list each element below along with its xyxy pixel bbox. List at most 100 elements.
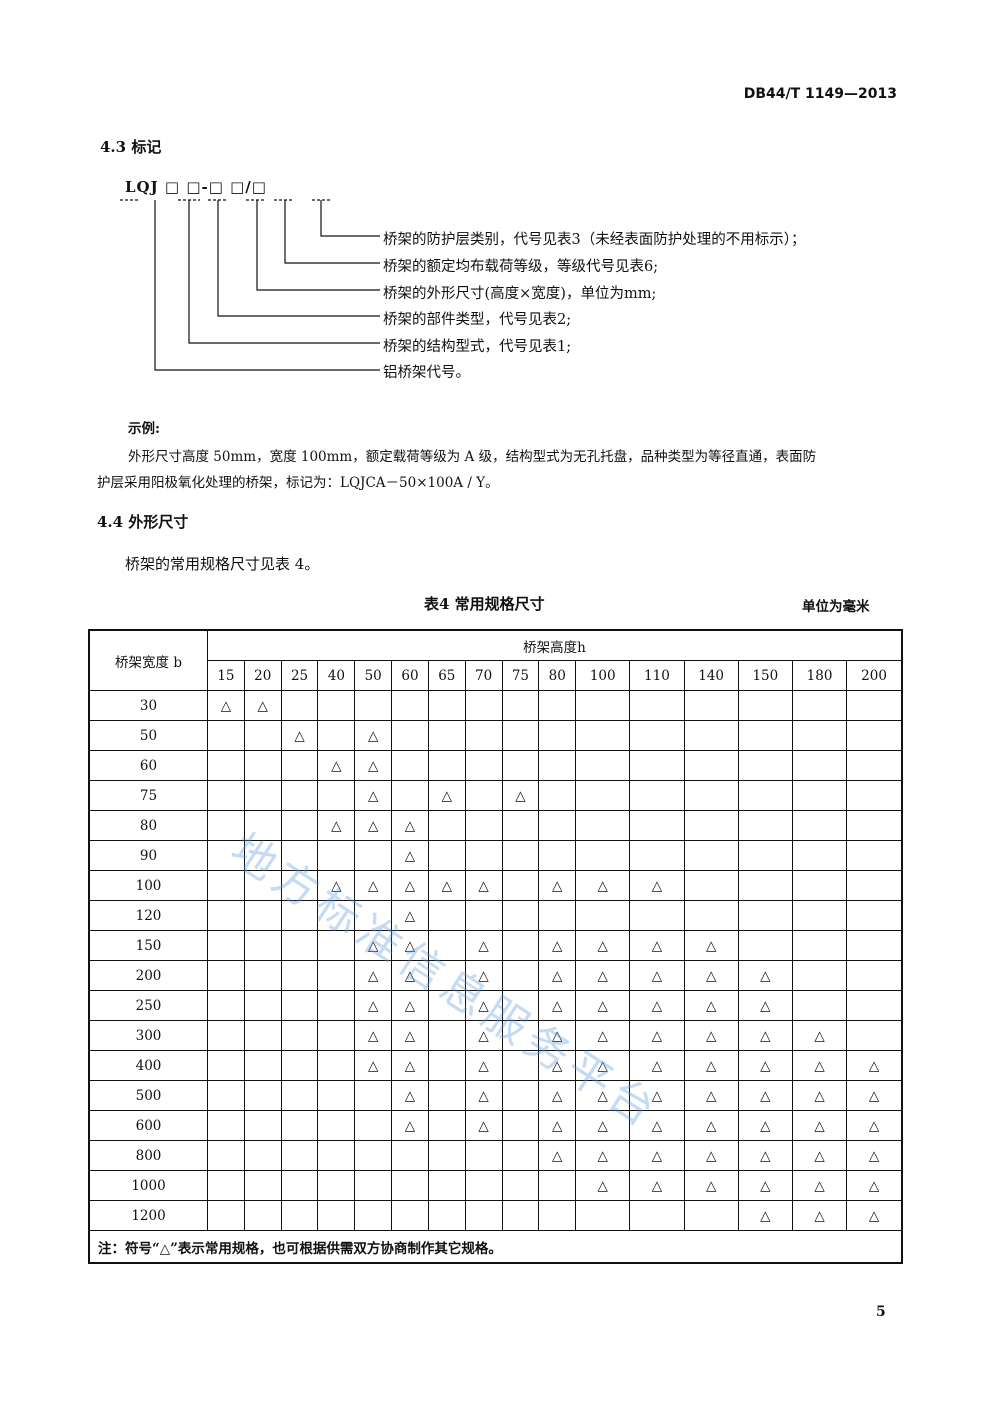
empty-cell bbox=[317, 690, 356, 721]
height-header-cell: 60 bbox=[391, 660, 429, 691]
empty-cell bbox=[791, 930, 848, 961]
empty-cell bbox=[243, 960, 282, 991]
width-cell: 500 bbox=[88, 1080, 208, 1111]
common-spec-mark: △ bbox=[791, 1050, 848, 1081]
common-spec-mark: △ bbox=[575, 1020, 631, 1051]
empty-cell bbox=[243, 720, 282, 751]
empty-cell bbox=[846, 900, 903, 931]
empty-cell bbox=[317, 960, 356, 991]
empty-cell bbox=[791, 960, 848, 991]
table-row: 120 △ bbox=[88, 900, 903, 931]
empty-cell bbox=[280, 1080, 319, 1111]
empty-cell bbox=[354, 690, 393, 721]
empty-cell bbox=[317, 780, 356, 811]
empty-cell bbox=[846, 720, 903, 751]
empty-cell bbox=[280, 840, 319, 871]
empty-cell bbox=[846, 810, 903, 841]
example-text-line1: 外形尺寸高度 50mm，宽度 100mm，额定载荷等级为 A 级，结构型式为无孔… bbox=[128, 449, 817, 465]
empty-cell bbox=[737, 750, 793, 781]
common-spec-mark: △ bbox=[846, 1080, 903, 1111]
empty-cell bbox=[317, 720, 356, 751]
empty-cell bbox=[464, 810, 503, 841]
common-spec-mark: △ bbox=[683, 1080, 739, 1111]
empty-cell bbox=[501, 990, 540, 1021]
empty-cell bbox=[207, 1170, 245, 1201]
table-row: 80 △ △ △ bbox=[88, 810, 903, 841]
common-spec-mark: △ bbox=[629, 930, 685, 961]
empty-cell bbox=[846, 870, 903, 901]
empty-cell bbox=[427, 750, 466, 781]
empty-cell bbox=[391, 1170, 429, 1201]
common-spec-mark: △ bbox=[575, 1170, 631, 1201]
empty-cell bbox=[737, 840, 793, 871]
width-cell: 1200 bbox=[88, 1200, 208, 1231]
common-spec-mark: △ bbox=[737, 1020, 793, 1051]
table-row: 75 △ △ △ bbox=[88, 780, 903, 811]
empty-cell bbox=[207, 720, 245, 751]
empty-cell bbox=[683, 900, 739, 931]
section-heading-4-3: 4.3 标记 bbox=[100, 138, 162, 156]
common-spec-mark: △ bbox=[391, 1080, 429, 1111]
empty-cell bbox=[243, 1170, 282, 1201]
empty-cell bbox=[737, 780, 793, 811]
common-spec-mark: △ bbox=[575, 1050, 631, 1081]
empty-cell bbox=[683, 720, 739, 751]
empty-cell bbox=[464, 1200, 503, 1231]
common-spec-mark: △ bbox=[846, 1170, 903, 1201]
empty-cell bbox=[791, 780, 848, 811]
empty-cell bbox=[629, 900, 685, 931]
empty-cell bbox=[501, 840, 540, 871]
empty-cell bbox=[427, 1020, 466, 1051]
common-spec-mark: △ bbox=[391, 900, 429, 931]
empty-cell bbox=[280, 1200, 319, 1231]
width-cell: 400 bbox=[88, 1050, 208, 1081]
common-spec-mark: △ bbox=[791, 1140, 848, 1171]
empty-cell bbox=[243, 840, 282, 871]
height-header-cell: 25 bbox=[280, 660, 319, 691]
empty-cell bbox=[846, 930, 903, 961]
common-spec-mark: △ bbox=[737, 1140, 793, 1171]
marking-desc-protection: 桥架的防护层类别，代号见表3（未经表面防护处理的不用标示）； bbox=[383, 232, 806, 248]
empty-cell bbox=[427, 1050, 466, 1081]
common-spec-mark: △ bbox=[501, 780, 540, 811]
common-spec-mark: △ bbox=[354, 930, 393, 961]
width-cell: 30 bbox=[88, 690, 208, 721]
common-spec-mark: △ bbox=[846, 1140, 903, 1171]
empty-cell bbox=[629, 810, 685, 841]
table-row: 100 △ △ △ △ △ △ △ △ bbox=[88, 870, 903, 901]
marking-desc-dimensions: 桥架的外形尺寸(高度×宽度)，单位为mm; bbox=[383, 286, 657, 302]
empty-cell bbox=[207, 780, 245, 811]
width-cell: 200 bbox=[88, 960, 208, 991]
empty-cell bbox=[280, 690, 319, 721]
empty-cell bbox=[683, 840, 739, 871]
table-row: 800 △ △ △ △ △ △ △ bbox=[88, 1140, 903, 1171]
common-spec-mark: △ bbox=[354, 810, 393, 841]
empty-cell bbox=[501, 1080, 540, 1111]
empty-cell bbox=[317, 1140, 356, 1171]
empty-cell bbox=[791, 750, 848, 781]
common-spec-mark: △ bbox=[791, 1080, 848, 1111]
empty-cell bbox=[354, 840, 393, 871]
common-spec-mark: △ bbox=[538, 960, 577, 991]
page-number: 5 bbox=[876, 1304, 886, 1320]
empty-cell bbox=[737, 900, 793, 931]
table-row: 400 △ △ △ △ △ △ △ △ △ △ bbox=[88, 1050, 903, 1081]
width-cell: 60 bbox=[88, 750, 208, 781]
empty-cell bbox=[791, 870, 848, 901]
empty-cell bbox=[846, 840, 903, 871]
empty-cell bbox=[501, 900, 540, 931]
common-spec-mark: △ bbox=[354, 990, 393, 1021]
common-spec-mark: △ bbox=[575, 990, 631, 1021]
empty-cell bbox=[538, 780, 577, 811]
common-spec-mark: △ bbox=[575, 960, 631, 991]
empty-cell bbox=[737, 720, 793, 751]
common-spec-mark: △ bbox=[683, 1020, 739, 1051]
marking-code: LQJ □ □-□ □/□ bbox=[125, 178, 267, 196]
empty-cell bbox=[501, 1110, 540, 1141]
height-header-cell: 100 bbox=[575, 660, 631, 691]
empty-cell bbox=[207, 900, 245, 931]
empty-cell bbox=[846, 990, 903, 1021]
empty-cell bbox=[427, 1080, 466, 1111]
marking-desc-code: 铝桥架代号。 bbox=[383, 365, 470, 381]
empty-cell bbox=[280, 870, 319, 901]
